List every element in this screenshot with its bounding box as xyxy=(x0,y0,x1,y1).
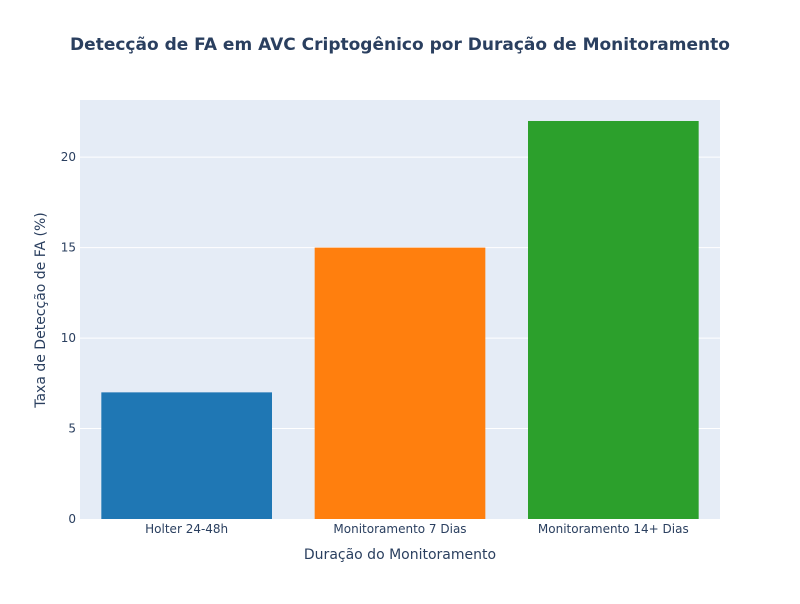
x-tick-label: Holter 24-48h xyxy=(145,522,228,536)
bar[interactable] xyxy=(528,120,699,520)
y-tick-label: 0 xyxy=(68,512,76,526)
y-tick-label: 5 xyxy=(68,422,76,436)
x-axis-label: Duração do Monitoramento xyxy=(304,547,496,563)
bar[interactable] xyxy=(101,392,272,519)
y-tick-label: 10 xyxy=(61,331,76,345)
x-tick-label: Monitoramento 14+ Dias xyxy=(538,522,689,536)
bar[interactable] xyxy=(314,247,486,519)
y-axis-label: Taxa de Detecção de FA (%) xyxy=(33,212,49,409)
y-tick-label: 20 xyxy=(61,150,76,164)
chart-title: Detecção de FA em AVC Criptogênico por D… xyxy=(70,35,730,55)
x-tick-label: Monitoramento 7 Dias xyxy=(333,522,466,536)
y-tick-label: 15 xyxy=(61,241,76,255)
